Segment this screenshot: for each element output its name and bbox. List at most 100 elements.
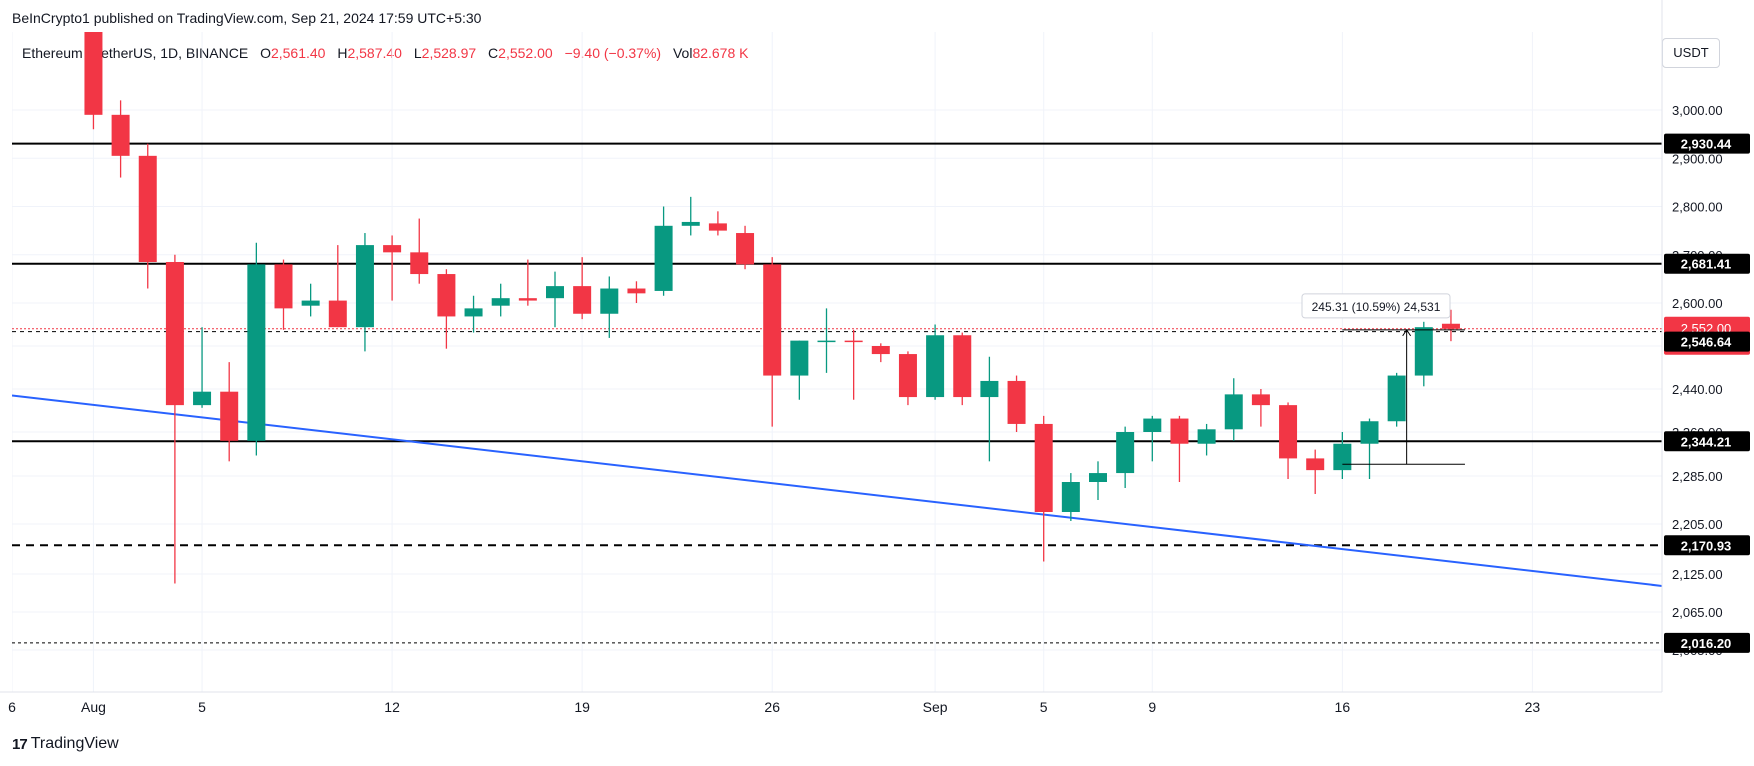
- candle: [111, 100, 130, 178]
- tradingview-footer: 17 TradingView: [12, 735, 119, 753]
- candles-layer: [84, 32, 1460, 584]
- time-axis: 6 Aug 5 12 19 26 Sep 5 9 16 23: [0, 691, 1662, 715]
- candle: [926, 324, 945, 400]
- change-value: −9.40 (−0.37%): [564, 45, 662, 61]
- candle-body: [274, 264, 293, 309]
- level-price-tag-bg: [1664, 133, 1750, 154]
- candle-body: [410, 252, 429, 275]
- price-tick-label: 2,285.00: [1672, 469, 1723, 484]
- candle-body: [953, 335, 972, 398]
- horizontal-levels: [12, 142, 1662, 644]
- level-price-tag: 2,930.44: [1681, 137, 1732, 152]
- candle-body: [1414, 327, 1433, 376]
- candle: [1251, 389, 1270, 427]
- candle: [1061, 473, 1080, 521]
- candle: [736, 225, 755, 270]
- candle: [464, 295, 483, 333]
- candle-body: [301, 300, 320, 306]
- level-price-tag: 2,170.93: [1681, 538, 1732, 553]
- candle-body: [220, 391, 239, 441]
- candle-body: [247, 264, 266, 441]
- candle: [1224, 378, 1243, 441]
- time-tick-label: 5: [1040, 699, 1048, 715]
- open-key: O: [260, 45, 271, 61]
- candle-body: [328, 300, 347, 328]
- candle: [1143, 415, 1162, 462]
- time-tick-label: 16: [1335, 699, 1351, 715]
- candle: [1089, 461, 1107, 500]
- candle: [546, 271, 564, 328]
- candle: [817, 308, 836, 373]
- price-tick-label: 2,065.00: [1672, 605, 1723, 620]
- candle-body: [790, 340, 809, 376]
- price-tick-label: 2,900.00: [1672, 151, 1723, 166]
- candle: [1170, 415, 1189, 482]
- candle-body: [763, 264, 782, 376]
- candle: [1414, 321, 1433, 387]
- time-tick-label: 23: [1525, 699, 1541, 715]
- candle-body: [518, 298, 537, 301]
- time-tick-label: 9: [1148, 699, 1156, 715]
- candle-body: [980, 380, 999, 398]
- measure-arrow-icon: [1402, 328, 1412, 337]
- candle-body: [681, 221, 700, 226]
- candle-body: [437, 274, 456, 317]
- time-tick-label: 5: [198, 699, 206, 715]
- candle-body: [1441, 323, 1460, 329]
- candle-body: [573, 286, 592, 314]
- price-tick-label: 3,000.00: [1672, 103, 1723, 118]
- candle: [1116, 426, 1135, 488]
- candle: [220, 362, 239, 462]
- high-key: H: [337, 45, 348, 61]
- candle: [844, 329, 863, 400]
- close-key: C: [488, 45, 499, 61]
- candle: [1279, 402, 1298, 479]
- time-tick-label: 12: [384, 699, 400, 715]
- candle: [1333, 432, 1352, 479]
- candle-body: [546, 286, 564, 299]
- candle-body: [1333, 443, 1352, 471]
- close-value: 2,552.00: [498, 45, 553, 61]
- candle-body: [1197, 429, 1216, 444]
- measure-tool: 245.31 (10.59%) 24,531: [1301, 293, 1465, 465]
- candle-body: [1224, 394, 1243, 430]
- candle-body: [464, 308, 483, 317]
- measure-label: 245.31 (10.59%) 24,531: [1312, 300, 1441, 314]
- time-tick-label: Sep: [923, 699, 948, 715]
- candle-body: [1143, 418, 1162, 432]
- candle-body: [1279, 405, 1298, 459]
- candle: [763, 257, 782, 427]
- tradingview-brand: TradingView: [30, 735, 119, 752]
- price-tag-2-bg: [1664, 331, 1750, 352]
- candle: [165, 254, 184, 584]
- candle-body: [1116, 432, 1135, 474]
- descending-trendline: [12, 394, 1662, 587]
- candle: [790, 340, 809, 400]
- candle-body: [193, 391, 212, 406]
- candle-body: [1306, 458, 1325, 471]
- currency-button[interactable]: USDT: [1662, 38, 1720, 68]
- candle-body: [138, 155, 157, 262]
- symbol-label[interactable]: Ethereum / TetherUS, 1D, BINANCE: [22, 45, 249, 61]
- candle: [600, 276, 619, 338]
- price-tick-label: 2,205.00: [1672, 517, 1723, 532]
- candle: [301, 283, 320, 317]
- time-tick-label: 26: [764, 699, 780, 715]
- candle: [898, 351, 917, 406]
- candle: [247, 242, 266, 456]
- candle-body: [708, 223, 727, 231]
- candle: [953, 332, 972, 406]
- candle: [491, 283, 510, 317]
- candle: [708, 211, 727, 236]
- candle: [980, 356, 999, 462]
- candle: [328, 245, 347, 328]
- candle-body: [165, 261, 184, 406]
- level-price-tag-bg: [1664, 535, 1750, 556]
- tradingview-logo-icon: 17: [12, 735, 28, 753]
- candle: [138, 143, 157, 289]
- candle-body: [1387, 375, 1406, 422]
- level-price-tag-bg: [1664, 431, 1750, 452]
- candle: [681, 196, 700, 236]
- candle: [1306, 449, 1325, 494]
